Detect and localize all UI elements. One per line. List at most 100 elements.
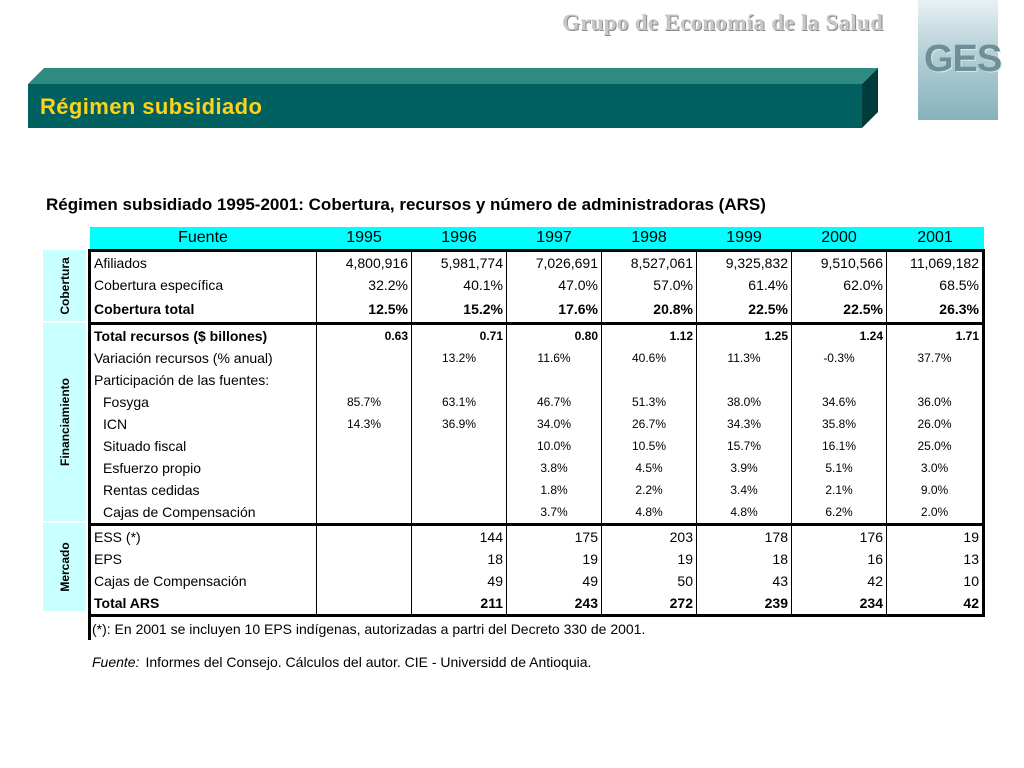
data-cell: 176 (791, 522, 887, 548)
data-cell: 13.2% (411, 346, 507, 369)
row-label: Cajas de Compensación (88, 500, 317, 524)
data-cell: 17.6% (506, 296, 602, 323)
data-cell: 22.5% (696, 296, 792, 323)
data-cell: 0.80 (506, 321, 602, 347)
data-cell: 15.7% (696, 434, 792, 457)
data-cell: 49 (506, 569, 602, 592)
side-label-financiamiento: Financiamiento (43, 323, 86, 521)
table-row: Cobertura específica 32.2% 40.1% 47.0% 57.0%… (88, 274, 985, 296)
side-label-cobertura-text: Cobertura (57, 256, 72, 315)
header-cell: 1999 (696, 227, 792, 251)
row-label: Cobertura total (88, 296, 317, 323)
table-row: Fosyga 85.7% 63.1% 46.7% 51.3% 38.0% 34.6% 36.0… (88, 390, 985, 413)
data-cell (791, 368, 887, 391)
row-label: ESS (*) (88, 522, 317, 548)
table-row: Variación recursos (% anual) 13.2% 11.6% 40… (88, 346, 985, 369)
data-cell: 16 (791, 547, 887, 570)
table-row: Cobertura total 12.5% 15.2% 17.6% 20.8% 22.5%… (88, 296, 985, 323)
data-cell: 26.3% (886, 296, 985, 323)
table-row: Cajas de Compensación 3.7% 4.8% 4.8% 6.2% 2.0… (88, 500, 985, 524)
ges-logo: GES (918, 0, 1002, 120)
title-banner: Régimen subsidiado (28, 68, 878, 128)
header-cell: 1997 (506, 227, 602, 251)
data-cell (316, 456, 412, 479)
data-cell: 272 (601, 591, 697, 617)
data-cell: 36.9% (411, 412, 507, 435)
data-cell (316, 478, 412, 501)
data-cell (411, 500, 507, 524)
data-cell: 3.0% (886, 456, 985, 479)
data-cell: 26.7% (601, 412, 697, 435)
data-cell (411, 368, 507, 391)
data-cell: 4.8% (696, 500, 792, 524)
data-cell (411, 478, 507, 501)
table-row: EPS 18 19 19 18 16 13 (88, 547, 985, 570)
logo-text: GES (924, 38, 1002, 80)
data-cell (316, 500, 412, 524)
data-cell: 234 (791, 591, 887, 617)
table-row: ICN 14.3% 36.9% 34.0% 26.7% 34.3% 35.8% 26.0% (88, 412, 985, 435)
header-cell: 2001 (886, 227, 984, 251)
data-cell: 42 (791, 569, 887, 592)
data-cell: 5.1% (791, 456, 887, 479)
data-cell: 25.0% (886, 434, 985, 457)
data-cell: 32.2% (316, 274, 412, 296)
row-label: Cajas de Compensación (88, 569, 317, 592)
data-cell (316, 522, 412, 548)
data-cell: 178 (696, 522, 792, 548)
data-cell: 18 (411, 547, 507, 570)
data-cell: 1.24 (791, 321, 887, 347)
data-cell: 46.7% (506, 390, 602, 413)
row-label: Variación recursos (% anual) (88, 346, 317, 369)
table-header-row: Fuente 1995 1996 1997 1998 1999 2000 200… (89, 227, 984, 251)
table-row: ESS (*) 144 175 203 178 176 19 (88, 522, 985, 548)
data-cell: 1.8% (506, 478, 602, 501)
data-cell (506, 368, 602, 391)
data-cell: 34.6% (791, 390, 887, 413)
data-cell: 11,069,182 (886, 249, 985, 274)
data-cell: 12.5% (316, 296, 412, 323)
data-cell: 6.2% (791, 500, 887, 524)
data-cell: 47.0% (506, 274, 602, 296)
data-cell: 8,527,061 (601, 249, 697, 274)
side-label-mercado-text: Mercado (57, 542, 72, 592)
data-cell: -0.3% (791, 346, 887, 369)
data-cell: 10.0% (506, 434, 602, 457)
banner-shape (28, 68, 878, 128)
side-label-cobertura: Cobertura (43, 250, 86, 321)
data-table: Fuente 1995 1996 1997 1998 1999 2000 200… (88, 227, 985, 617)
data-cell: 2.2% (601, 478, 697, 501)
row-label: EPS (88, 547, 317, 570)
data-cell (316, 569, 412, 592)
data-cell: 175 (506, 522, 602, 548)
data-cell: 2.0% (886, 500, 985, 524)
row-label: ICN (88, 412, 317, 435)
data-cell: 57.0% (601, 274, 697, 296)
data-cell: 211 (411, 591, 507, 617)
row-label: Total ARS (88, 591, 317, 617)
data-cell: 85.7% (316, 390, 412, 413)
data-cell: 4,800,916 (316, 249, 412, 274)
data-cell: 40.1% (411, 274, 507, 296)
data-cell: 50 (601, 569, 697, 592)
data-cell: 34.0% (506, 412, 602, 435)
data-cell: 35.8% (791, 412, 887, 435)
data-cell: 19 (506, 547, 602, 570)
table-row: Esfuerzo propio 3.8% 4.5% 3.9% 5.1% 3.0% (88, 456, 985, 479)
data-cell: 20.8% (601, 296, 697, 323)
source-label: Fuente: (92, 654, 140, 670)
header-cell: 1996 (411, 227, 507, 251)
table-row: Situado fiscal 10.0% 10.5% 15.7% 16.1% 25.0% (88, 434, 985, 457)
table-row: Cajas de Compensación 49 49 50 43 42 10 (88, 569, 985, 592)
data-cell: 9,325,832 (696, 249, 792, 274)
data-cell: 1.12 (601, 321, 697, 347)
row-label: Rentas cedidas (88, 478, 317, 501)
data-cell: 63.1% (411, 390, 507, 413)
data-cell (696, 368, 792, 391)
table-row: Rentas cedidas 1.8% 2.2% 3.4% 2.1% 9.0% (88, 478, 985, 501)
data-cell: 34.3% (696, 412, 792, 435)
data-cell: 26.0% (886, 412, 985, 435)
row-label: Cobertura específica (88, 274, 317, 296)
row-label: Situado fiscal (88, 434, 317, 457)
data-cell: 7,026,691 (506, 249, 602, 274)
